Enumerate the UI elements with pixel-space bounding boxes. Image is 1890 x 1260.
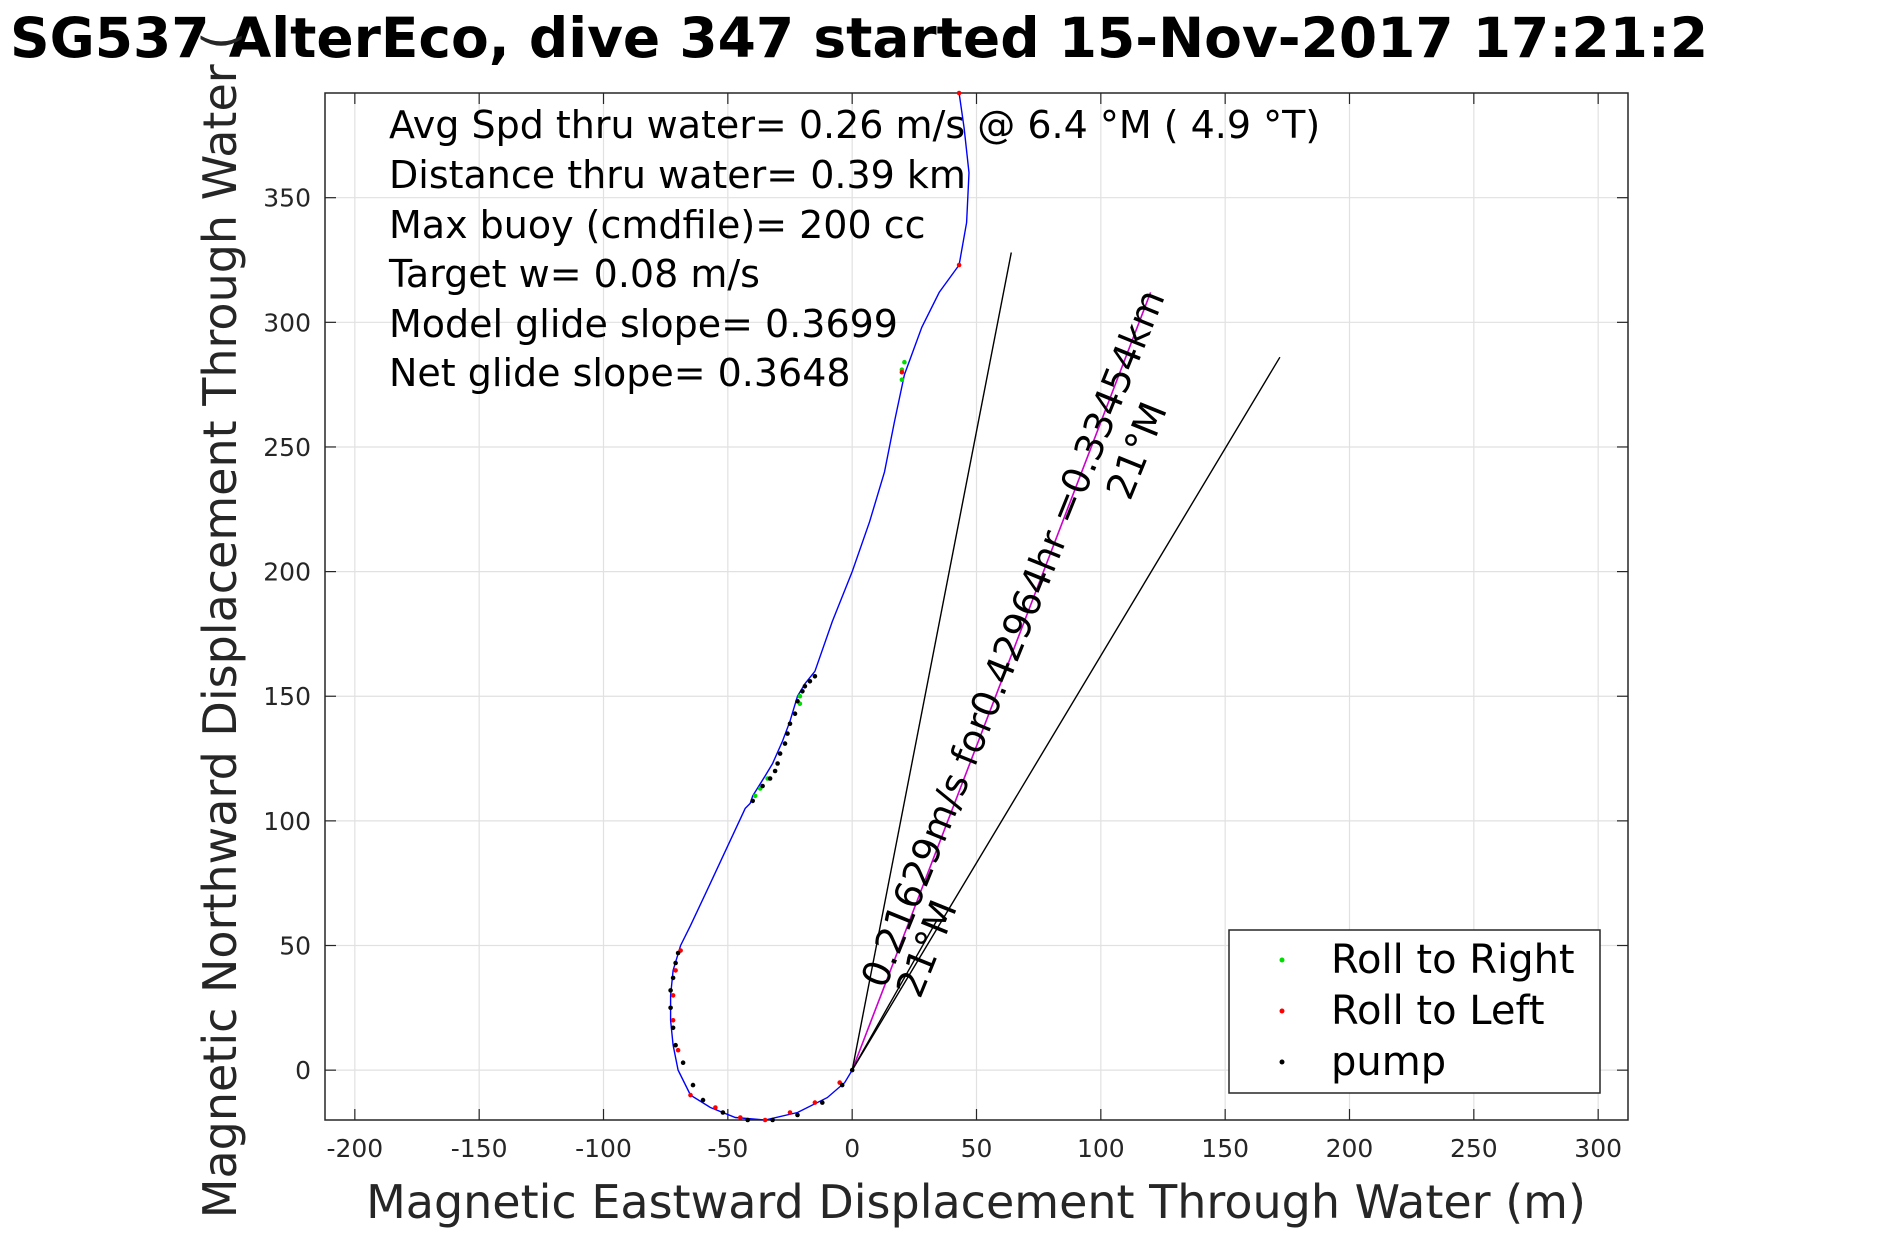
marker-roll-to-left (738, 1115, 743, 1120)
series-line-track (669, 92, 970, 1121)
marker-roll-to-left (899, 369, 905, 375)
marker-pump (770, 1117, 775, 1123)
marker-roll-to-right (902, 359, 907, 365)
y-tick-label: 350 (263, 184, 311, 213)
marker-pump (777, 751, 783, 756)
marker-pump (795, 698, 800, 704)
x-tick-label: 200 (1326, 1134, 1374, 1163)
x-tick-label: 250 (1450, 1134, 1498, 1163)
y-tick-label: 250 (263, 433, 311, 462)
marker-roll-to-left (713, 1105, 718, 1110)
marker-roll-to-left (956, 90, 962, 96)
legend-marker-pump (1279, 1059, 1285, 1065)
marker-roll-to-left (812, 1100, 818, 1105)
marker-pump (775, 761, 780, 766)
marker-pump (785, 731, 790, 736)
marker-pump (670, 975, 676, 981)
marker-roll-to-left (670, 993, 676, 998)
x-tick-label: -200 (326, 1134, 383, 1163)
marker-pump (812, 674, 818, 679)
legend-marker-roll-right (1279, 957, 1285, 963)
marker-roll-to-right (797, 693, 803, 699)
marker-pump (668, 1005, 673, 1011)
x-tick-label: 300 (1574, 1134, 1622, 1163)
x-axis-label: Magnetic Eastward Displacement Through W… (366, 1175, 1586, 1229)
info-target-w: Target w= 0.08 m/s (388, 252, 760, 296)
info-text-block: Avg Spd thru water= 0.26 m/s @ 6.4 °M ( … (388, 103, 1320, 395)
x-tick-label: 100 (1077, 1134, 1125, 1163)
marker-roll-to-right (752, 793, 758, 799)
marker-pump (802, 684, 808, 689)
x-tick-label: -50 (707, 1134, 748, 1163)
info-distance: Distance thru water= 0.39 km (389, 153, 966, 197)
info-avg-speed: Avg Spd thru water= 0.26 m/s @ 6.4 °M ( … (389, 103, 1320, 147)
marker-pump (675, 950, 681, 956)
marker-pump (849, 1067, 855, 1073)
marker-pump (673, 1042, 678, 1048)
y-tick-label: 300 (263, 308, 311, 337)
marker-pump (760, 783, 765, 789)
info-max-buoy: Max buoy (cmdfile)= 200 cc (389, 203, 926, 247)
marker-pump (668, 988, 673, 993)
x-tick-label: -150 (451, 1134, 508, 1163)
legend-label-roll-left: Roll to Left (1331, 988, 1545, 1034)
marker-pump (767, 776, 773, 781)
series-line-cone-right (851, 356, 1281, 1071)
x-tick-label: 150 (1201, 1134, 1249, 1163)
marker-pump (795, 1112, 800, 1118)
x-tick-label: 50 (961, 1134, 993, 1163)
series-line-small-arrow (851, 920, 938, 1071)
marker-pump (745, 1117, 750, 1123)
series-line-current-vector (851, 292, 1152, 1071)
marker-pump (807, 679, 813, 684)
x-tick-label: -100 (575, 1134, 632, 1163)
marker-pump (782, 741, 788, 746)
x-tick-label: 0 (844, 1134, 860, 1163)
y-tick-label: 50 (279, 932, 311, 961)
marker-pump (800, 689, 805, 694)
data-series (668, 90, 1281, 1123)
marker-pump (792, 711, 798, 716)
legend-label-roll-right: Roll to Right (1331, 937, 1575, 983)
marker-pump (700, 1097, 706, 1103)
marker-roll-to-left (762, 1117, 768, 1123)
marker-pump (690, 1082, 696, 1088)
marker-pump (820, 1100, 825, 1105)
marker-roll-to-left (673, 968, 678, 973)
legend-marker-roll-left (1279, 1008, 1285, 1014)
marker-roll-to-left (787, 1110, 793, 1115)
marker-pump (772, 768, 778, 774)
info-model-glide-slope: Model glide slope= 0.3699 (389, 302, 898, 346)
legend-label-pump: pump (1331, 1039, 1446, 1085)
marker-pump (750, 798, 755, 804)
marker-pump (787, 721, 793, 726)
y-tick-label: 150 (263, 682, 311, 711)
marker-roll-to-right (899, 377, 905, 383)
y-tick-label: 200 (263, 558, 311, 587)
info-net-glide-slope: Net glide slope= 0.3648 (389, 351, 851, 395)
series-line-cone-left (851, 252, 1012, 1071)
marker-roll-to-left (688, 1092, 693, 1098)
marker-pump (670, 1025, 676, 1031)
y-tick-label: 100 (263, 807, 311, 836)
y-tick-label: 0 (295, 1056, 311, 1085)
y-axis-label: Magnetic Northward Displacement Through … (193, 32, 247, 1218)
marker-pump (720, 1110, 726, 1115)
marker-roll-to-left (956, 262, 962, 268)
marker-roll-to-left (675, 1047, 681, 1053)
marker-pump (680, 1060, 686, 1065)
marker-pump (839, 1082, 845, 1088)
marker-roll-to-left (670, 1018, 676, 1023)
legend-box (1228, 929, 1601, 1094)
axis-ticks: -200 -150 -100 -50 0 50 100 150 200 250 300 0 50 100 1… (263, 93, 1628, 1163)
chart-title: SG537 AlterEco, dive 347 started 15-Nov-… (10, 6, 1708, 70)
marker-pump (673, 960, 678, 966)
legend: Roll to Right Roll to Left pump (1228, 929, 1601, 1094)
